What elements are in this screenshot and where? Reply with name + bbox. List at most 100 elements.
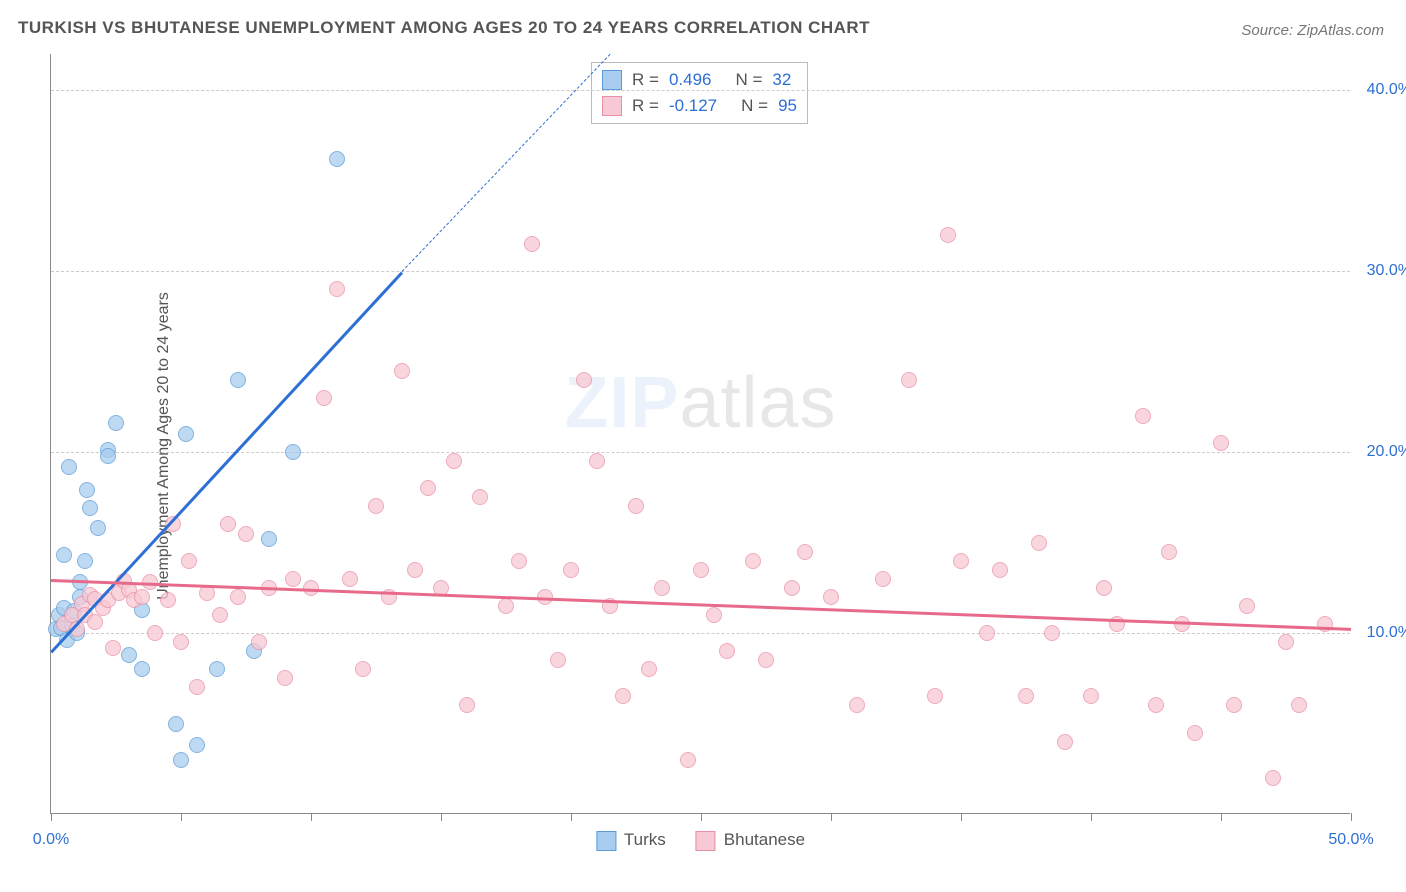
data-point	[550, 652, 566, 668]
data-point	[189, 679, 205, 695]
data-point	[355, 661, 371, 677]
source-prefix: Source:	[1241, 22, 1297, 39]
x-tick	[311, 813, 312, 821]
x-tick	[441, 813, 442, 821]
data-point	[1213, 435, 1229, 451]
data-point	[1031, 535, 1047, 551]
x-tick	[701, 813, 702, 821]
x-tick-label: 0.0%	[33, 831, 69, 849]
data-point	[849, 697, 865, 713]
gridline	[51, 90, 1350, 91]
data-point	[189, 737, 205, 753]
data-point	[178, 426, 194, 442]
data-point	[79, 482, 95, 498]
data-point	[823, 589, 839, 605]
trendline	[51, 579, 1351, 630]
x-tick	[1091, 813, 1092, 821]
data-point	[394, 363, 410, 379]
data-point	[524, 236, 540, 252]
x-tick-label: 50.0%	[1328, 831, 1373, 849]
data-point	[628, 498, 644, 514]
data-point	[173, 634, 189, 650]
turks-n-value: 32	[772, 67, 791, 93]
data-point	[563, 562, 579, 578]
data-point	[285, 444, 301, 460]
x-tick	[1351, 813, 1352, 821]
data-point	[160, 592, 176, 608]
bhutanese-label: Bhutanese	[724, 830, 805, 849]
data-point	[953, 553, 969, 569]
data-point	[77, 553, 93, 569]
data-point	[230, 589, 246, 605]
bhutanese-swatch-icon	[696, 831, 716, 851]
data-point	[261, 531, 277, 547]
data-point	[758, 652, 774, 668]
y-tick-label: 30.0%	[1367, 262, 1406, 280]
data-point	[576, 372, 592, 388]
data-point	[979, 625, 995, 641]
data-point	[251, 634, 267, 650]
data-point	[719, 643, 735, 659]
y-tick-label: 20.0%	[1367, 443, 1406, 461]
data-point	[1044, 625, 1060, 641]
data-point	[1161, 544, 1177, 560]
source-attribution: Source: ZipAtlas.com	[1241, 22, 1384, 39]
data-point	[1096, 580, 1112, 596]
data-point	[459, 697, 475, 713]
data-point	[1083, 688, 1099, 704]
x-tick	[51, 813, 52, 821]
data-point	[693, 562, 709, 578]
series-legend: Turks Bhutanese	[596, 830, 805, 851]
data-point	[1239, 598, 1255, 614]
plot-area: ZIPatlas R = 0.496 N = 32 R = -0.127 N =…	[50, 54, 1350, 814]
data-point	[511, 553, 527, 569]
data-point	[745, 553, 761, 569]
source-name: ZipAtlas.com	[1297, 22, 1384, 39]
data-point	[784, 580, 800, 596]
data-point	[797, 544, 813, 560]
data-point	[498, 598, 514, 614]
chart-title: TURKISH VS BHUTANESE UNEMPLOYMENT AMONG …	[18, 18, 870, 38]
data-point	[173, 752, 189, 768]
gridline	[51, 633, 1350, 634]
data-point	[209, 661, 225, 677]
data-point	[472, 489, 488, 505]
data-point	[61, 459, 77, 475]
data-point	[901, 372, 917, 388]
r-label: R =	[632, 93, 659, 119]
gridline	[51, 271, 1350, 272]
data-point	[316, 390, 332, 406]
watermark-atlas: atlas	[679, 363, 836, 443]
data-point	[1226, 697, 1242, 713]
data-point	[1278, 634, 1294, 650]
data-point	[654, 580, 670, 596]
data-point	[168, 716, 184, 732]
data-point	[1018, 688, 1034, 704]
correlation-legend: R = 0.496 N = 32 R = -0.127 N = 95	[591, 62, 808, 124]
data-point	[90, 520, 106, 536]
trendline	[402, 54, 611, 272]
data-point	[105, 640, 121, 656]
data-point	[329, 281, 345, 297]
watermark: ZIPatlas	[564, 362, 836, 444]
legend-item-turks: Turks	[596, 830, 666, 851]
data-point	[1187, 725, 1203, 741]
data-point	[82, 500, 98, 516]
data-point	[238, 526, 254, 542]
bhutanese-n-value: 95	[778, 93, 797, 119]
turks-swatch-icon	[596, 831, 616, 851]
bhutanese-swatch-icon	[602, 96, 622, 116]
x-tick	[961, 813, 962, 821]
data-point	[1148, 697, 1164, 713]
legend-item-bhutanese: Bhutanese	[696, 830, 805, 851]
y-tick-label: 10.0%	[1367, 624, 1406, 642]
y-tick-label: 40.0%	[1367, 81, 1406, 99]
data-point	[199, 585, 215, 601]
data-point	[147, 625, 163, 641]
data-point	[1291, 697, 1307, 713]
data-point	[134, 661, 150, 677]
data-point	[181, 553, 197, 569]
data-point	[329, 151, 345, 167]
bhutanese-r-value: -0.127	[669, 93, 717, 119]
gridline	[51, 452, 1350, 453]
